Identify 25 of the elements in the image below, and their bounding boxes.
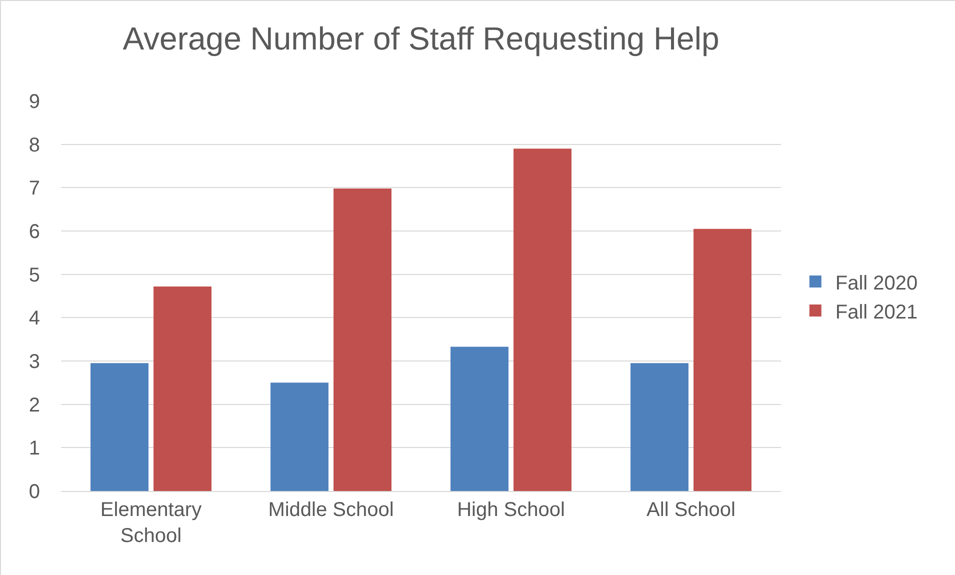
y-tick-label: 5 <box>28 264 40 286</box>
bar <box>334 188 392 491</box>
x-tick-label: All School <box>646 499 736 521</box>
y-tick-label: 3 <box>28 351 40 373</box>
y-tick-label: 1 <box>28 438 40 460</box>
bar <box>270 382 328 491</box>
x-tick-label: Elementary School <box>100 499 202 547</box>
bar <box>694 228 752 491</box>
legend-label: Fall 2020 <box>835 272 918 294</box>
chart-title: Average Number of Staff Requesting Help <box>122 20 720 56</box>
bar <box>630 363 688 491</box>
y-tick-label: 6 <box>28 221 40 243</box>
x-tick-label: High School <box>457 499 565 521</box>
y-tick-label: 0 <box>28 481 40 503</box>
x-tick-label: Middle School <box>268 499 394 521</box>
bar <box>450 346 508 491</box>
y-tick-label: 8 <box>28 134 40 156</box>
bar <box>90 363 148 491</box>
bar <box>154 286 212 491</box>
y-tick-label: 9 <box>28 91 40 113</box>
y-tick-label: 7 <box>28 178 40 200</box>
bar <box>514 148 572 491</box>
y-tick-label: 4 <box>28 308 40 330</box>
y-tick-label: 2 <box>28 394 40 416</box>
legend-label: Fall 2021 <box>835 301 918 324</box>
